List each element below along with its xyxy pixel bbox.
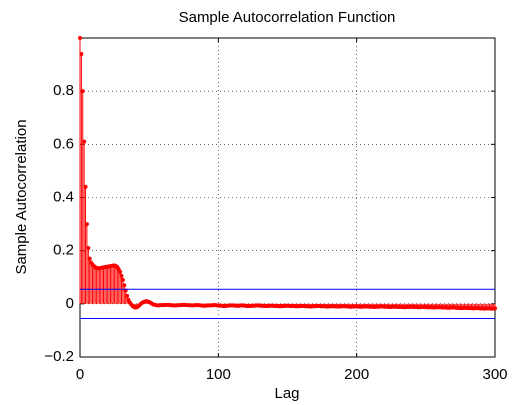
stem-marker [125, 293, 130, 298]
y-tick-label: 0.6 [53, 135, 74, 152]
chart-title: Sample Autocorrelation Function [179, 9, 396, 26]
stem-marker [493, 306, 497, 311]
stem-marker [84, 222, 89, 227]
stem-marker [120, 277, 125, 282]
x-tick-label: 0 [76, 366, 84, 383]
y-axis-label: Sample Autocorrelation [13, 119, 30, 274]
y-tick-label: 0 [66, 295, 74, 312]
stem-marker [119, 273, 124, 278]
stem-marker [79, 51, 84, 56]
y-tick-label: 0.4 [53, 188, 74, 205]
stem-marker [80, 89, 85, 94]
stem-marker [82, 139, 87, 144]
y-tick-label: 0.8 [53, 82, 74, 99]
stem-marker [78, 36, 82, 40]
stem-marker [122, 283, 127, 288]
stem-marker [118, 269, 123, 274]
stem-marker [83, 184, 88, 189]
x-tick-label: 100 [206, 366, 231, 383]
stem-marker [87, 256, 92, 261]
y-tick-label: 0.2 [53, 242, 74, 259]
x-tick-label: 300 [482, 366, 507, 383]
y-tick-label: −0.2 [44, 348, 74, 365]
x-tick-label: 200 [344, 366, 369, 383]
stem-marker [86, 246, 91, 251]
x-axis-label: Lag [274, 385, 299, 402]
